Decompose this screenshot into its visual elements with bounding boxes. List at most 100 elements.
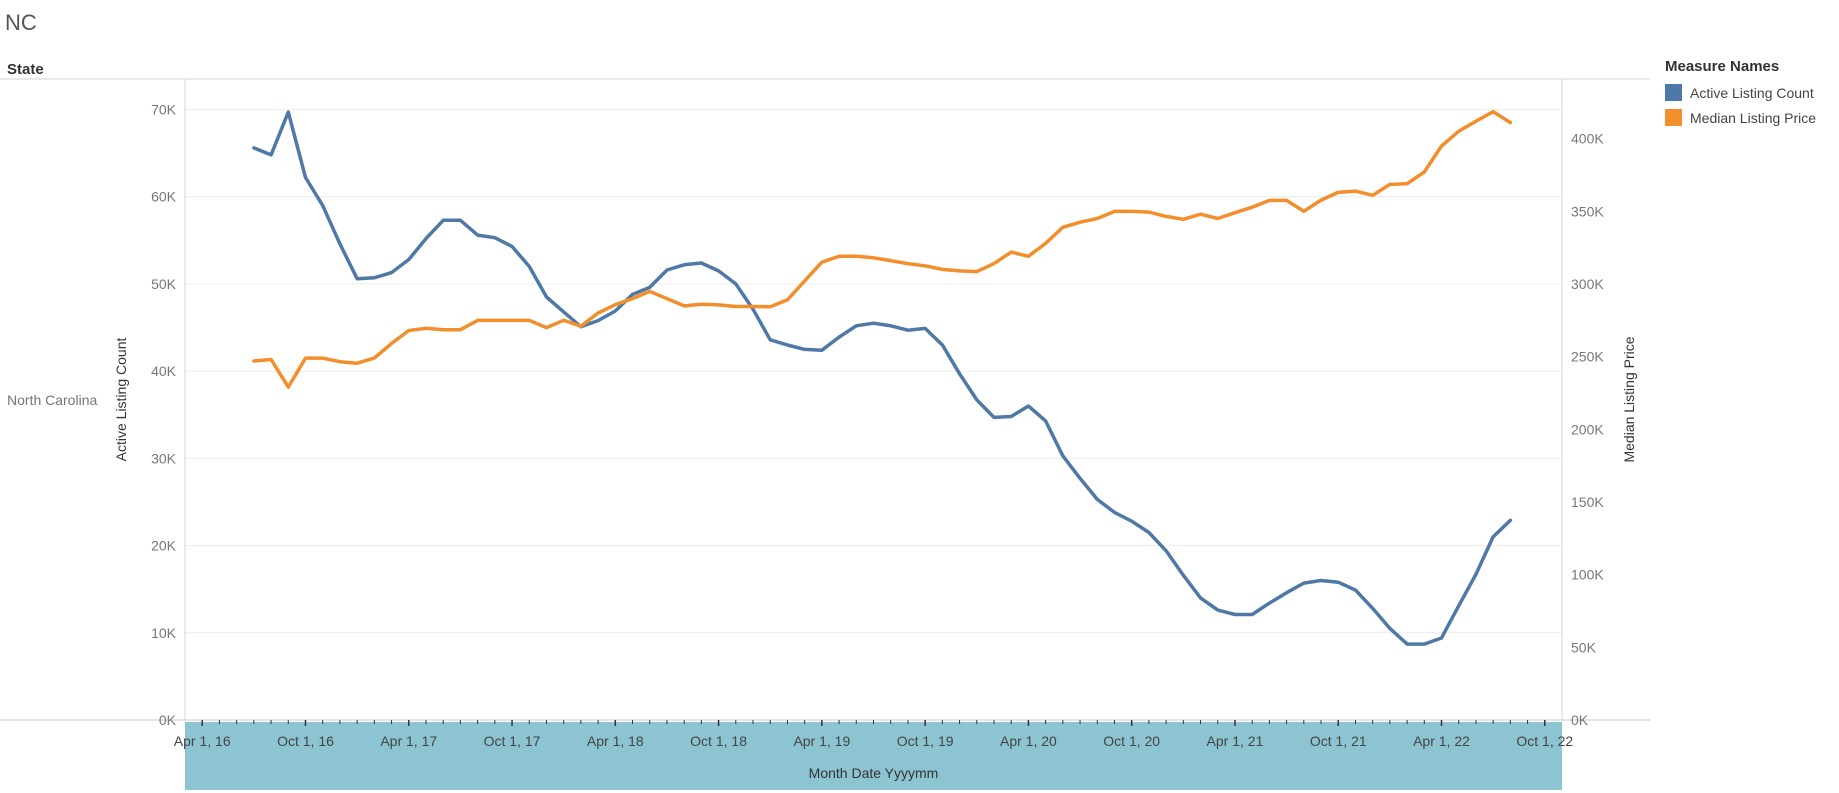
data-point-active-listing-count[interactable]	[665, 268, 669, 272]
data-point-median-listing-price[interactable]	[854, 254, 858, 258]
data-point-median-listing-price[interactable]	[837, 254, 841, 258]
data-point-median-listing-price[interactable]	[562, 318, 566, 322]
data-point-median-listing-price[interactable]	[527, 318, 531, 322]
data-point-median-listing-price[interactable]	[665, 297, 669, 301]
data-point-active-listing-count[interactable]	[321, 203, 325, 207]
data-point-active-listing-count[interactable]	[1371, 606, 1375, 610]
data-point-median-listing-price[interactable]	[1147, 210, 1151, 214]
data-point-median-listing-price[interactable]	[1302, 209, 1306, 213]
data-point-active-listing-count[interactable]	[1302, 581, 1306, 585]
series-line-active-listing-count[interactable]	[252, 110, 1513, 646]
data-point-active-listing-count[interactable]	[510, 244, 514, 248]
data-point-median-listing-price[interactable]	[544, 326, 548, 330]
data-point-median-listing-price[interactable]	[424, 326, 428, 330]
data-point-active-listing-count[interactable]	[1112, 510, 1116, 514]
data-point-active-listing-count[interactable]	[820, 348, 824, 352]
data-point-active-listing-count[interactable]	[1422, 642, 1426, 646]
data-point-median-listing-price[interactable]	[785, 298, 789, 302]
data-point-median-listing-price[interactable]	[906, 262, 910, 266]
data-point-median-listing-price[interactable]	[613, 303, 617, 307]
data-point-active-listing-count[interactable]	[338, 242, 342, 246]
state-column-header[interactable]: State	[7, 61, 44, 78]
data-point-active-listing-count[interactable]	[1491, 535, 1495, 539]
data-point-active-listing-count[interactable]	[613, 309, 617, 313]
data-point-median-listing-price[interactable]	[751, 304, 755, 308]
data-point-active-listing-count[interactable]	[837, 335, 841, 339]
data-point-median-listing-price[interactable]	[889, 259, 893, 263]
data-point-median-listing-price[interactable]	[1130, 209, 1134, 213]
data-point-median-listing-price[interactable]	[510, 318, 514, 322]
data-point-median-listing-price[interactable]	[958, 269, 962, 273]
data-point-active-listing-count[interactable]	[1216, 608, 1220, 612]
data-point-median-listing-price[interactable]	[1026, 254, 1030, 258]
data-point-active-listing-count[interactable]	[803, 347, 807, 351]
data-point-active-listing-count[interactable]	[1061, 454, 1065, 458]
data-point-active-listing-count[interactable]	[854, 324, 858, 328]
data-point-median-listing-price[interactable]	[923, 264, 927, 268]
data-point-active-listing-count[interactable]	[872, 321, 876, 325]
data-point-median-listing-price[interactable]	[1267, 198, 1271, 202]
data-point-active-listing-count[interactable]	[1164, 549, 1168, 553]
data-point-median-listing-price[interactable]	[803, 279, 807, 283]
data-point-active-listing-count[interactable]	[1078, 476, 1082, 480]
data-point-active-listing-count[interactable]	[493, 236, 497, 240]
data-point-median-listing-price[interactable]	[1250, 205, 1254, 209]
data-point-active-listing-count[interactable]	[1233, 612, 1237, 616]
data-point-median-listing-price[interactable]	[1112, 209, 1116, 213]
data-point-active-listing-count[interactable]	[424, 237, 428, 241]
data-point-median-listing-price[interactable]	[372, 356, 376, 360]
data-point-median-listing-price[interactable]	[1319, 198, 1323, 202]
data-point-median-listing-price[interactable]	[1388, 182, 1392, 186]
data-point-median-listing-price[interactable]	[1457, 129, 1461, 133]
data-point-median-listing-price[interactable]	[648, 289, 652, 293]
data-point-median-listing-price[interactable]	[1405, 182, 1409, 186]
data-point-active-listing-count[interactable]	[1388, 626, 1392, 630]
data-point-median-listing-price[interactable]	[579, 324, 583, 328]
data-point-median-listing-price[interactable]	[441, 328, 445, 332]
data-point-active-listing-count[interactable]	[682, 263, 686, 267]
data-point-active-listing-count[interactable]	[1250, 612, 1254, 616]
data-point-active-listing-count[interactable]	[1457, 604, 1461, 608]
data-point-active-listing-count[interactable]	[906, 328, 910, 332]
data-point-median-listing-price[interactable]	[940, 267, 944, 271]
data-point-active-listing-count[interactable]	[596, 319, 600, 323]
data-point-active-listing-count[interactable]	[390, 271, 394, 275]
data-point-median-listing-price[interactable]	[390, 342, 394, 346]
right-axis-title[interactable]: Median Listing Price	[1621, 336, 1637, 462]
data-point-active-listing-count[interactable]	[785, 343, 789, 347]
data-point-median-listing-price[interactable]	[1285, 198, 1289, 202]
data-point-active-listing-count[interactable]	[975, 398, 979, 402]
data-point-active-listing-count[interactable]	[1405, 642, 1409, 646]
legend-item-median-listing-price[interactable]: Median Listing Price	[1665, 105, 1816, 130]
data-point-active-listing-count[interactable]	[1181, 573, 1185, 577]
data-point-median-listing-price[interactable]	[682, 304, 686, 308]
data-point-median-listing-price[interactable]	[631, 297, 635, 301]
data-point-median-listing-price[interactable]	[768, 305, 772, 309]
data-point-active-listing-count[interactable]	[1336, 580, 1340, 584]
data-point-active-listing-count[interactable]	[562, 310, 566, 314]
data-point-median-listing-price[interactable]	[493, 318, 497, 322]
data-point-median-listing-price[interactable]	[1491, 110, 1495, 114]
data-point-median-listing-price[interactable]	[476, 318, 480, 322]
data-point-active-listing-count[interactable]	[303, 176, 307, 180]
data-point-median-listing-price[interactable]	[1233, 211, 1237, 215]
data-point-median-listing-price[interactable]	[338, 360, 342, 364]
data-point-median-listing-price[interactable]	[1061, 225, 1065, 229]
data-point-median-listing-price[interactable]	[1216, 217, 1220, 221]
data-point-active-listing-count[interactable]	[992, 415, 996, 419]
data-point-active-listing-count[interactable]	[768, 338, 772, 342]
state-row-label[interactable]: North Carolina	[7, 392, 98, 408]
data-point-median-listing-price[interactable]	[717, 303, 721, 307]
data-point-active-listing-count[interactable]	[1285, 591, 1289, 595]
data-point-active-listing-count[interactable]	[1508, 518, 1512, 522]
data-point-active-listing-count[interactable]	[1353, 588, 1357, 592]
data-point-active-listing-count[interactable]	[1095, 497, 1099, 501]
data-point-median-listing-price[interactable]	[1353, 189, 1357, 193]
data-point-median-listing-price[interactable]	[699, 302, 703, 306]
data-point-median-listing-price[interactable]	[872, 256, 876, 260]
data-point-active-listing-count[interactable]	[1147, 530, 1151, 534]
data-point-median-listing-price[interactable]	[820, 260, 824, 264]
data-point-active-listing-count[interactable]	[1199, 596, 1203, 600]
data-point-median-listing-price[interactable]	[596, 311, 600, 315]
data-point-active-listing-count[interactable]	[1440, 636, 1444, 640]
